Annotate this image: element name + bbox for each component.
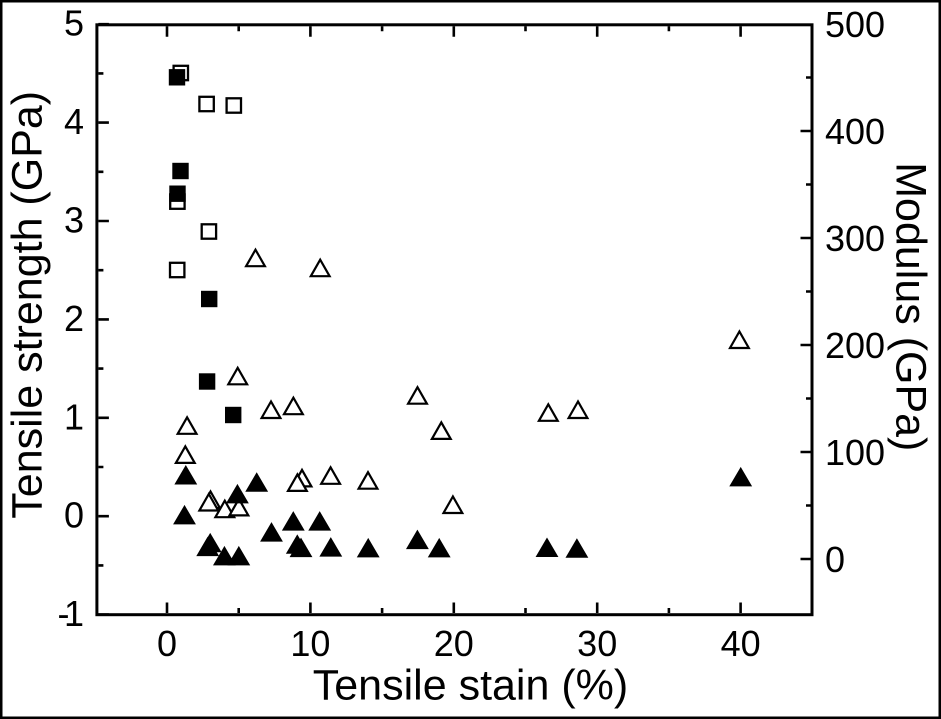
svg-text:0: 0 xyxy=(825,539,845,580)
svg-text:400: 400 xyxy=(825,111,885,152)
svg-text:1: 1 xyxy=(64,396,84,437)
svg-text:100: 100 xyxy=(825,432,885,473)
svg-text:-: - xyxy=(58,593,70,634)
svg-text:2: 2 xyxy=(64,298,84,339)
svg-text:200: 200 xyxy=(825,325,885,366)
svg-text:0: 0 xyxy=(64,495,84,536)
svg-text:Tensile strength (GPa): Tensile strength (GPa) xyxy=(4,91,52,519)
svg-text:300: 300 xyxy=(825,218,885,259)
svg-text:5: 5 xyxy=(64,3,84,44)
svg-text:Tensile stain (%): Tensile stain (%) xyxy=(313,662,628,710)
svg-text:20: 20 xyxy=(434,623,474,664)
svg-text:40: 40 xyxy=(721,623,761,664)
svg-text:30: 30 xyxy=(577,623,617,664)
svg-text:0: 0 xyxy=(157,623,177,664)
svg-text:1: 1 xyxy=(64,593,84,634)
svg-text:10: 10 xyxy=(290,623,330,664)
svg-text:500: 500 xyxy=(825,4,885,45)
svg-text:4: 4 xyxy=(64,101,84,142)
svg-text:Modulus (GPa): Modulus (GPa) xyxy=(887,162,935,451)
svg-text:3: 3 xyxy=(64,200,84,241)
